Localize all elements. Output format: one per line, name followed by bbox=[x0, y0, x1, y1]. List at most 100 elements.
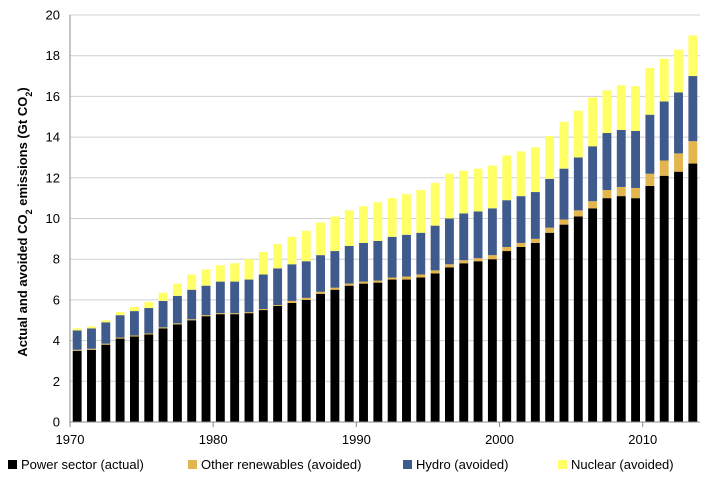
bar-segment bbox=[516, 151, 526, 197]
bar-segment bbox=[616, 196, 626, 422]
bar-segment bbox=[430, 225, 440, 271]
bar-segment bbox=[187, 319, 197, 321]
bar-segment bbox=[373, 280, 383, 283]
legend: Power sector (actual) Other renewables (a… bbox=[8, 457, 674, 472]
bar-segment bbox=[359, 242, 368, 282]
bar-segment bbox=[144, 308, 154, 334]
bar-segment bbox=[516, 196, 526, 243]
bar-segment bbox=[115, 338, 125, 422]
bar-segment bbox=[344, 283, 354, 286]
y-axis-title-sub2: 2 bbox=[24, 92, 34, 97]
y-tick-label: 20 bbox=[46, 8, 60, 23]
bar-segment bbox=[115, 312, 125, 316]
bar-segment bbox=[215, 314, 225, 422]
bar-segment bbox=[573, 110, 583, 158]
bar-segment bbox=[72, 328, 82, 331]
bar-segment bbox=[459, 263, 469, 422]
bar-segment bbox=[530, 192, 540, 239]
bar-segment bbox=[387, 277, 397, 280]
bar-segment bbox=[287, 236, 297, 265]
bar-segment bbox=[444, 264, 454, 268]
bar-segment bbox=[588, 208, 598, 422]
bar-segment bbox=[359, 206, 368, 243]
bar-segment bbox=[559, 168, 569, 220]
bar-segment bbox=[101, 320, 111, 323]
bar-segment bbox=[674, 153, 683, 172]
y-tick-label: 14 bbox=[46, 130, 60, 145]
bar-segment bbox=[316, 222, 326, 256]
bars bbox=[72, 35, 698, 422]
bar-segment bbox=[416, 232, 426, 275]
bar-segment bbox=[187, 320, 197, 422]
bar-segment bbox=[616, 85, 626, 130]
bar-segment bbox=[101, 344, 111, 422]
bar-segment bbox=[602, 90, 612, 134]
bar-segment bbox=[502, 155, 512, 201]
bar-segment bbox=[473, 258, 483, 262]
bar-segment bbox=[201, 315, 211, 317]
bar-segment bbox=[316, 291, 326, 294]
bar-segment bbox=[602, 198, 612, 422]
bar-segment bbox=[129, 335, 139, 337]
bar-segment bbox=[545, 178, 555, 228]
bar-segment bbox=[330, 289, 340, 422]
legend-label: Other renewables (avoided) bbox=[201, 457, 361, 472]
x-tick-label: 1970 bbox=[56, 432, 85, 447]
bar-segment bbox=[230, 313, 240, 315]
bar-segment bbox=[645, 185, 655, 422]
bar-segment bbox=[559, 219, 569, 225]
bar-segment bbox=[430, 273, 440, 422]
axes: 0 2 4 6 8 10 12 14 16 18 20 1970 1980 1990 2000 2010 bbox=[46, 8, 700, 447]
legend-label: Power sector (actual) bbox=[21, 457, 144, 472]
bar-segment bbox=[402, 234, 411, 277]
bar-segment bbox=[387, 279, 397, 422]
bar-segment bbox=[402, 279, 411, 422]
bar-segment bbox=[688, 141, 698, 164]
bar-segment bbox=[573, 210, 583, 217]
bar-segment bbox=[258, 252, 268, 275]
bar-segment bbox=[72, 350, 82, 422]
bar-segment bbox=[631, 198, 641, 422]
bar-segment bbox=[688, 35, 698, 77]
bar-segment bbox=[344, 285, 354, 422]
y-tick-label: 2 bbox=[53, 374, 60, 389]
y-axis-title: Actual and avoided CO2 emissions (Gt CO2… bbox=[15, 87, 34, 356]
bar-segment bbox=[688, 76, 698, 142]
bar-segment bbox=[144, 334, 154, 422]
bar-segment bbox=[244, 312, 254, 314]
legend-label: Nuclear (avoided) bbox=[571, 457, 674, 472]
bar-segment bbox=[459, 260, 469, 264]
bar-segment bbox=[187, 289, 197, 320]
bar-segment bbox=[473, 261, 483, 422]
bar-segment bbox=[631, 130, 641, 188]
bar-segment bbox=[688, 163, 698, 422]
bar-segment bbox=[573, 216, 583, 422]
bar-segment bbox=[129, 307, 139, 312]
bar-segment bbox=[187, 274, 197, 290]
bar-segment bbox=[674, 49, 683, 93]
legend-label: Hydro (avoided) bbox=[416, 457, 509, 472]
bar-segment bbox=[258, 274, 268, 310]
y-tick-label: 0 bbox=[53, 415, 60, 430]
bar-segment bbox=[230, 314, 240, 422]
x-tick-label: 1990 bbox=[342, 432, 371, 447]
bar-segment bbox=[444, 173, 454, 219]
bar-segment bbox=[516, 246, 526, 422]
y-tick-label: 18 bbox=[46, 48, 60, 63]
bar-segment bbox=[359, 283, 368, 422]
bar-segment bbox=[230, 281, 240, 314]
bar-segment bbox=[459, 213, 469, 261]
bar-segment bbox=[316, 293, 326, 422]
y-axis-title-mid: emissions (Gt CO bbox=[15, 97, 30, 210]
bar-segment bbox=[344, 245, 354, 284]
x-tick-label: 1980 bbox=[199, 432, 228, 447]
bar-segment bbox=[144, 333, 154, 335]
bar-segment bbox=[215, 265, 225, 282]
x-tick-label: 2000 bbox=[485, 432, 514, 447]
bar-segment bbox=[487, 208, 497, 256]
bar-segment bbox=[416, 274, 426, 278]
bar-segment bbox=[258, 310, 268, 422]
bar-segment bbox=[301, 297, 311, 300]
bar-segment bbox=[330, 287, 340, 290]
bar-segment bbox=[545, 227, 555, 233]
